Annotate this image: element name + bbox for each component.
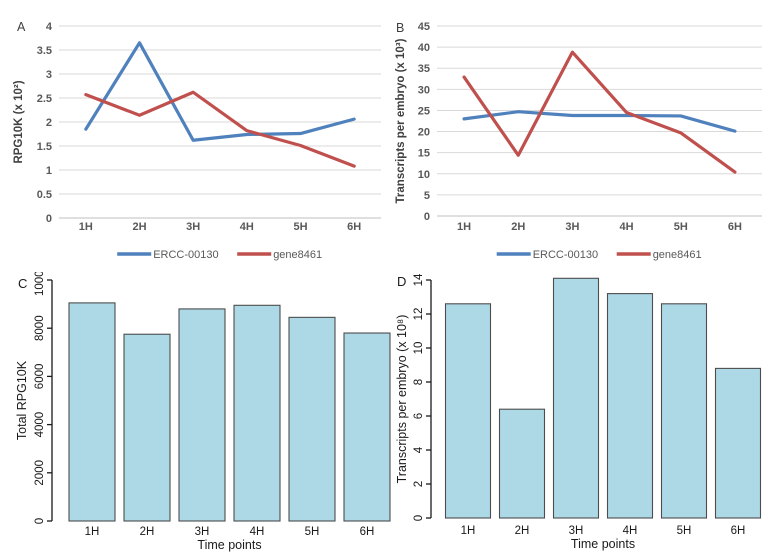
y-tick-label: 30 [418, 84, 430, 96]
y-tick-label: 1.5 [37, 141, 52, 153]
x-tick-label: 6H [360, 526, 375, 538]
x-tick-label: 5H [293, 221, 307, 233]
x-tick-label: 2H [140, 526, 155, 538]
bar-4H [233, 304, 281, 522]
x-tick-label: 1H [85, 526, 100, 538]
y-tick-label: 25 [418, 105, 430, 117]
y-tick-label: 45 [418, 21, 430, 33]
x-tick-label: 3H [186, 221, 200, 233]
y-tick-label: 35 [418, 63, 430, 75]
series-line-ERCC-00130 [462, 110, 737, 133]
series-line-gene8461 [84, 90, 356, 168]
y-tick-label: 2 [46, 117, 52, 129]
y-tick-label: 12 [413, 308, 425, 321]
panel-b-chart-svg: 0 5 10 15 20 25 30 35 40 45 1H 2H 3H 4H 5H 6H Transcript… [395, 21, 762, 261]
x-axis-title: Time points [197, 538, 261, 552]
x-tick-label: 6H [728, 221, 742, 233]
x-axis-title: Time points [571, 537, 635, 551]
legend-label-gene8461: gene8461 [653, 249, 702, 261]
y-axis-title: RPG10K (x 10²) [13, 80, 25, 163]
x-tick-label: 5H [677, 525, 692, 537]
panel-b-line-chart: B 0 5 10 15 20 25 30 35 40 45 1H 2H 3H 4H 5H 6H Transcri… [391, 0, 782, 272]
y-axis-title: Transcripts per embryo (x 10⁸) [395, 315, 409, 484]
series-line-ERCC-00130 [84, 41, 356, 142]
panel-d-bar-chart: D 0 2 4 6 8 10 12 14 1H 2H 3H 4H 5H 6H Time points Tran… [391, 272, 782, 559]
x-tick-label: 3H [195, 526, 210, 538]
y-tick-label: 0 [46, 213, 52, 225]
panel-a-line-chart: A 0 0.5 1 1.5 2 2.5 3 3.5 4 1H 2H 3H 4H 5H 6H RPG10K (x… [0, 0, 391, 272]
y-tick-label: 40 [418, 42, 430, 54]
y-tick-label: 5 [424, 190, 430, 202]
y-tick-label: 2000 [34, 460, 46, 486]
panel-a-chart-svg: 0 0.5 1 1.5 2 2.5 3 3.5 4 1H 2H 3H 4H 5H 6H RPG10K (x 1… [13, 21, 381, 261]
panel-c-label: C [18, 276, 28, 291]
bar-5H [288, 316, 336, 522]
y-tick-label: 10000 [34, 272, 46, 296]
y-tick-label: 4 [413, 446, 425, 453]
y-tick-label: 3.5 [37, 45, 52, 57]
bar-2H [123, 333, 171, 522]
y-axis-title: Transcripts per embryo (x 10³) [395, 38, 407, 203]
bar-1H [444, 303, 492, 519]
x-tick-label: 6H [347, 221, 361, 233]
y-tick-label: 8000 [34, 315, 46, 341]
legend-label-ERCC-00130: ERCC-00130 [533, 249, 598, 261]
x-tick-label: 4H [240, 221, 254, 233]
x-tick-label: 3H [565, 221, 579, 233]
y-tick-label: 4 [46, 21, 53, 33]
y-tick-label: 2 [413, 481, 425, 487]
bar-6H [343, 332, 391, 522]
y-tick-label: 1 [46, 165, 52, 177]
x-tick-label: 6H [731, 525, 746, 537]
panel-d-chart-svg: 0 2 4 6 8 10 12 14 1H 2H 3H 4H 5H 6H Time points Transc… [395, 273, 762, 551]
y-tick-label: 2.5 [37, 93, 52, 105]
y-tick-label: 15 [418, 148, 430, 160]
y-tick-label: 10 [413, 342, 425, 355]
x-tick-label: 5H [305, 526, 320, 538]
legend-label-ERCC-00130: ERCC-00130 [153, 249, 218, 261]
bar-1H [68, 302, 116, 522]
y-tick-label: 0.5 [37, 189, 52, 201]
y-tick-label: 8 [413, 379, 425, 385]
y-tick-label: 10 [418, 169, 430, 181]
x-tick-label: 4H [620, 221, 634, 233]
x-tick-label: 2H [511, 221, 525, 233]
x-tick-label: 1H [457, 221, 471, 233]
panel-b-label: B [396, 21, 405, 35]
x-tick-label: 5H [674, 221, 688, 233]
y-tick-label: 3 [46, 69, 52, 81]
y-tick-label: 0 [424, 211, 430, 223]
x-tick-label: 2H [132, 221, 146, 233]
series-line-gene8461 [462, 50, 737, 174]
panel-a-label: A [17, 20, 26, 34]
y-tick-label: 6000 [34, 364, 46, 390]
y-tick-label: 0 [34, 518, 46, 524]
x-tick-label: 3H [569, 525, 584, 537]
legend-label-gene8461: gene8461 [273, 249, 322, 261]
bar-6H [714, 367, 762, 519]
panel-d-label: D [397, 274, 407, 289]
y-tick-label: 20 [418, 127, 430, 139]
x-tick-label: 4H [250, 526, 265, 538]
bar-2H [498, 408, 546, 519]
y-tick-label: 14 [413, 273, 425, 286]
bar-5H [660, 303, 708, 519]
x-tick-label: 1H [461, 525, 476, 537]
x-tick-label: 1H [79, 221, 93, 233]
bar-3H [552, 277, 600, 519]
panel-c-bar-chart: C 0 2000 4000 6000 8000 10000 1H 2H 3H 4H 5H 6H Time… [0, 272, 391, 559]
y-axis-title: Total RPG10K [15, 360, 29, 440]
bar-3H [178, 308, 226, 522]
x-tick-label: 4H [623, 525, 638, 537]
panel-c-chart-svg: 0 2000 4000 6000 8000 10000 1H 2H 3H 4H 5H 6H Time p… [15, 272, 391, 552]
bar-4H [606, 293, 654, 519]
x-tick-label: 2H [515, 525, 530, 537]
y-tick-label: 4000 [34, 412, 46, 438]
y-tick-label: 0 [413, 515, 425, 521]
y-tick-label: 6 [413, 413, 425, 419]
